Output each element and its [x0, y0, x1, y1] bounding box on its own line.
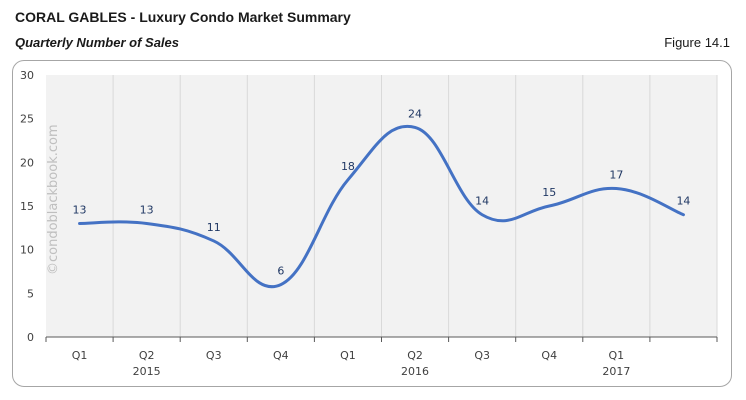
x-year-label: 2015 [133, 365, 161, 378]
data-label: 6 [277, 265, 284, 278]
y-tick-label: 10 [20, 244, 34, 257]
data-label: 13 [140, 203, 154, 216]
x-tick-label: Q1 [609, 349, 625, 362]
data-label: 14 [475, 195, 489, 208]
x-tick-label: Q3 [474, 349, 490, 362]
data-label: 14 [676, 195, 690, 208]
y-tick-label: 0 [27, 331, 34, 344]
data-label: 18 [341, 160, 355, 173]
y-tick-label: 20 [20, 156, 34, 169]
data-label: 24 [408, 107, 422, 120]
figure-number: Figure 14.1 [664, 35, 730, 50]
chart-subtitle: Quarterly Number of Sales [15, 35, 179, 50]
data-label: 13 [73, 203, 87, 216]
x-tick-label: Q3 [206, 349, 222, 362]
x-year-label: 2016 [401, 365, 429, 378]
data-label: 15 [542, 186, 556, 199]
x-year-label: 2017 [602, 365, 630, 378]
y-tick-label: 30 [20, 69, 34, 82]
y-tick-label: 15 [20, 200, 34, 213]
x-tick-label: Q4 [541, 349, 557, 362]
chart-frame [12, 60, 732, 387]
x-tick-label: Q2 [407, 349, 423, 362]
series-line [78, 124, 685, 289]
x-tick-label: Q4 [273, 349, 289, 362]
x-tick-label: Q1 [340, 349, 356, 362]
plot-area: 0 5 10 15 20 25 30 Q1 Q2 Q3 Q4 Q1 Q2 Q3 Q4 Q1 2015 2016 20… [20, 69, 718, 378]
data-label: 11 [207, 221, 221, 234]
chart-title: CORAL GABLES - Luxury Condo Market Summa… [15, 9, 351, 25]
data-label: 17 [609, 169, 623, 182]
watermark: ©condoblackbook.com [46, 124, 61, 275]
x-tick-label: Q2 [139, 349, 155, 362]
y-tick-label: 25 [20, 113, 34, 126]
x-tick-label: Q1 [72, 349, 88, 362]
y-tick-label: 5 [27, 287, 34, 300]
